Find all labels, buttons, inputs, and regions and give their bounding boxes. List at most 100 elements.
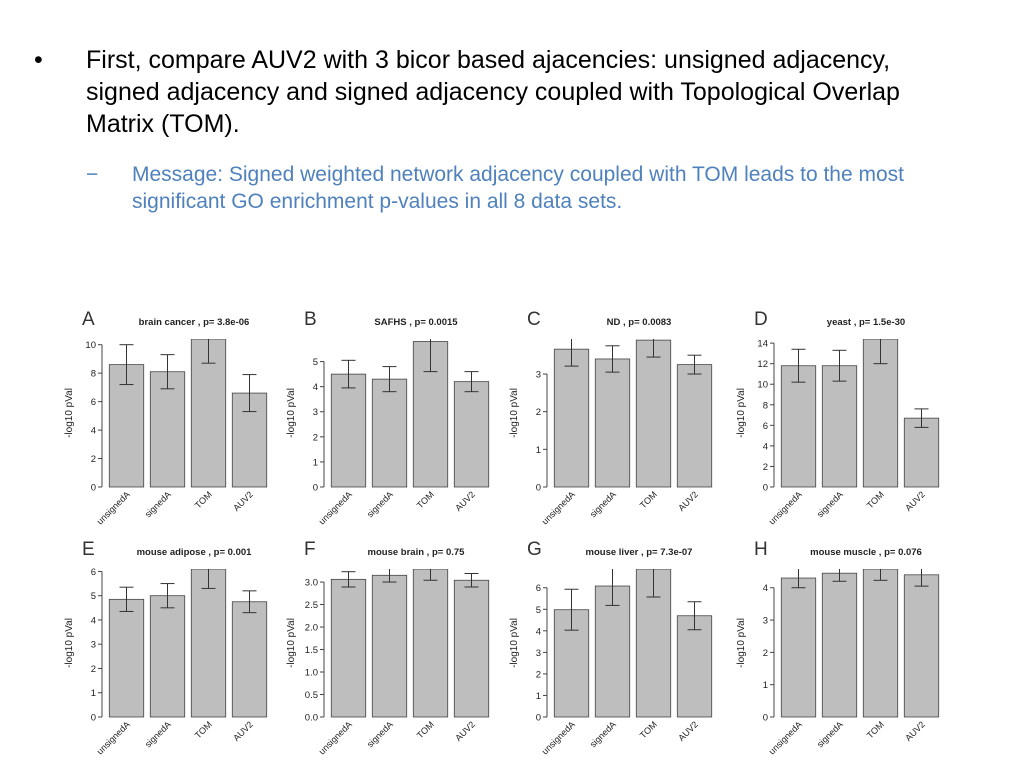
y-tick-label: 2 <box>763 462 768 473</box>
bar <box>676 615 713 718</box>
error-bar <box>242 374 257 413</box>
y-tick-label: 2 <box>91 454 96 465</box>
x-tick-label: TOM <box>415 719 436 740</box>
panel-title: brain cancer , p= 3.8e-06 <box>139 317 250 328</box>
y-tick-label: 0 <box>763 483 768 494</box>
error-bar <box>873 569 888 581</box>
y-tick-label: 2 <box>763 648 768 659</box>
y-tick-label: 1 <box>91 688 96 699</box>
y-axis-label: -log10 pVal <box>286 618 297 668</box>
bar <box>862 569 899 718</box>
error-bar <box>119 586 134 612</box>
bullet-marker: • <box>34 46 43 74</box>
x-tick-label: unsignedA <box>540 719 577 756</box>
x-tick-label: TOM <box>865 489 886 510</box>
x-tick-label: TOM <box>193 489 214 510</box>
error-bar <box>564 588 579 631</box>
y-tick-label: 0 <box>313 483 318 494</box>
error-bar <box>160 583 175 609</box>
panel-letter: C <box>527 309 541 330</box>
panel-letter: A <box>82 309 95 330</box>
panel-letter: E <box>82 539 95 560</box>
error-bar <box>423 569 438 581</box>
error-bar <box>160 354 175 390</box>
panel-title: mouse brain , p= 0.75 <box>368 547 466 558</box>
error-bar <box>423 339 438 373</box>
error-bar <box>832 349 847 382</box>
y-tick-label: 2 <box>536 669 541 680</box>
y-tick-label: 1.5 <box>305 645 318 656</box>
bar <box>676 364 713 488</box>
bar <box>149 371 186 488</box>
bar <box>594 358 631 488</box>
x-tick-label: signedA <box>365 719 395 749</box>
x-tick-label: TOM <box>415 489 436 510</box>
error-bar <box>687 601 702 631</box>
x-tick-label: unsignedA <box>317 719 354 756</box>
x-tick-label: signedA <box>588 489 618 519</box>
y-tick-label: 12 <box>757 359 768 370</box>
panel-letter: G <box>527 539 542 560</box>
y-axis-label: -log10 pVal <box>509 618 520 668</box>
y-tick-label: 6 <box>763 421 768 432</box>
error-bar <box>914 408 929 428</box>
bar <box>821 572 858 718</box>
error-bar <box>464 572 479 588</box>
panel-letter: D <box>754 309 768 330</box>
y-tick-label: 2 <box>91 664 96 675</box>
x-tick-label: AUV2 <box>453 489 477 513</box>
y-tick-label: 3 <box>536 370 541 381</box>
bar <box>635 339 672 488</box>
error-bar <box>646 569 661 598</box>
x-tick-label: signedA <box>143 719 173 749</box>
y-tick-label: 5 <box>313 357 318 368</box>
y-tick-label: 1 <box>763 680 768 691</box>
y-tick-label: 2 <box>536 407 541 418</box>
panel-title: ND , p= 0.0083 <box>607 317 672 328</box>
panel-letter: F <box>304 539 316 560</box>
error-bar <box>791 348 806 383</box>
x-tick-label: signedA <box>365 489 395 519</box>
y-tick-label: 5 <box>536 605 541 616</box>
x-tick-label: unsignedA <box>95 489 132 526</box>
error-bar <box>564 339 579 367</box>
y-tick-label: 0 <box>91 713 96 724</box>
panel-letter: H <box>754 539 768 560</box>
x-tick-label: AUV2 <box>453 719 477 743</box>
x-tick-label: TOM <box>193 719 214 740</box>
y-tick-label: 2 <box>313 432 318 443</box>
x-tick-label: unsignedA <box>95 719 132 756</box>
x-tick-label: signedA <box>588 719 618 749</box>
bar <box>412 569 449 718</box>
y-axis-label: -log10 pVal <box>64 618 75 668</box>
y-tick-label: 2.5 <box>305 600 318 611</box>
y-tick-label: 3 <box>313 407 318 418</box>
y-tick-label: 3 <box>763 616 768 627</box>
error-bar <box>119 344 134 386</box>
y-tick-label: 4 <box>91 426 96 437</box>
x-tick-label: TOM <box>638 489 659 510</box>
y-tick-label: 1.0 <box>305 668 318 679</box>
bar <box>371 378 408 488</box>
y-tick-label: 2.0 <box>305 623 318 634</box>
bar <box>553 348 590 488</box>
error-bar <box>341 571 356 588</box>
x-tick-label: signedA <box>143 489 173 519</box>
error-bar <box>873 339 888 365</box>
error-bar <box>341 359 356 389</box>
y-axis-label: -log10 pVal <box>509 388 520 438</box>
subbullet-text: Message: Signed weighted network adjacen… <box>132 163 904 213</box>
y-tick-label: 6 <box>536 583 541 594</box>
bar <box>231 601 268 718</box>
y-tick-label: 6 <box>91 567 96 578</box>
panel: C ND , p= 0.0083 -log10 pVal 0 1 2 3 unsignedA s… <box>509 309 713 526</box>
y-tick-label: 4 <box>763 441 768 452</box>
error-bar <box>201 339 216 364</box>
bar <box>453 381 490 488</box>
x-tick-label: TOM <box>865 719 886 740</box>
